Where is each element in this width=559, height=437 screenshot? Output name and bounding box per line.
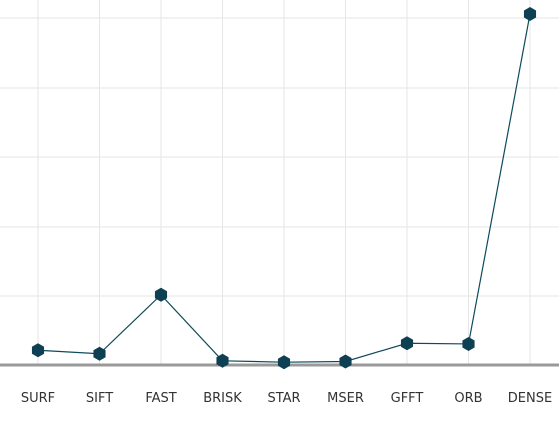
x-tick-labels: SURF SIFT FAST BRISK STAR MSER GFFT ORB DENSE bbox=[21, 391, 552, 406]
data-point-fast bbox=[154, 287, 168, 302]
data-point-sift bbox=[93, 346, 106, 361]
x-tick-label-star: STAR bbox=[267, 391, 300, 406]
series bbox=[31, 7, 537, 370]
grid bbox=[0, 0, 559, 365]
x-tick-label-dense: DENSE bbox=[508, 391, 552, 406]
x-tick-label-mser: MSER bbox=[327, 391, 364, 406]
data-point-dense bbox=[523, 7, 537, 22]
data-point-brisk bbox=[216, 353, 229, 368]
x-tick-label-sift: SIFT bbox=[86, 391, 113, 406]
x-tick-label-gfft: GFFT bbox=[391, 391, 424, 406]
x-tick-label-orb: ORB bbox=[454, 391, 482, 406]
x-tick-label-surf: SURF bbox=[21, 391, 55, 406]
data-point-gfft bbox=[400, 336, 414, 351]
x-tick-label-fast: FAST bbox=[145, 391, 176, 406]
data-point-orb bbox=[462, 336, 475, 351]
data-point-star bbox=[277, 355, 291, 370]
data-point-mser bbox=[339, 354, 352, 369]
x-tick-label-brisk: BRISK bbox=[203, 391, 242, 406]
data-point-surf bbox=[31, 343, 45, 358]
